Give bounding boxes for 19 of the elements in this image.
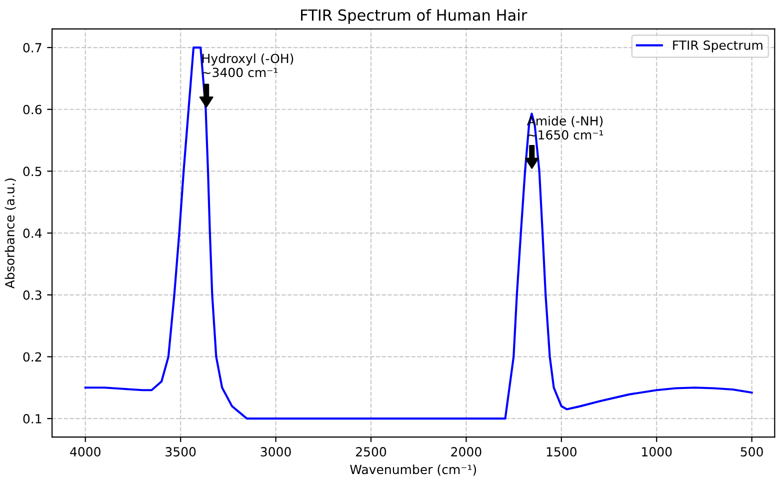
x-tick-label: 500 [740, 447, 763, 457]
y-tick-label: 0.3 [23, 290, 42, 300]
x-tick-label: 1000 [642, 447, 672, 457]
x-tick-label: 3000 [260, 447, 291, 457]
y-tick-label: 0.1 [23, 414, 42, 424]
y-tick-label: 0.7 [23, 43, 42, 52]
y-tick-label: 0.4 [23, 228, 42, 238]
y-tick-label: 0.5 [23, 166, 42, 176]
x-axis-title: Wavenumber (cm⁻¹) [350, 464, 476, 476]
x-tick-label: 2500 [356, 447, 386, 457]
x-tick-label: 1500 [546, 447, 576, 457]
x-tick-label: 4000 [70, 447, 100, 457]
x-tick-label: 3500 [166, 447, 196, 457]
y-tick-label: 0.2 [23, 352, 42, 362]
y-tick-label: 0.6 [23, 104, 42, 114]
x-tick-label: 2000 [451, 447, 482, 457]
legend-label: FTIR Spectrum [673, 40, 762, 52]
chart-title: FTIR Spectrum of Human Hair [301, 9, 528, 24]
y-axis-title: Absorbance (a.u.) [4, 178, 16, 289]
